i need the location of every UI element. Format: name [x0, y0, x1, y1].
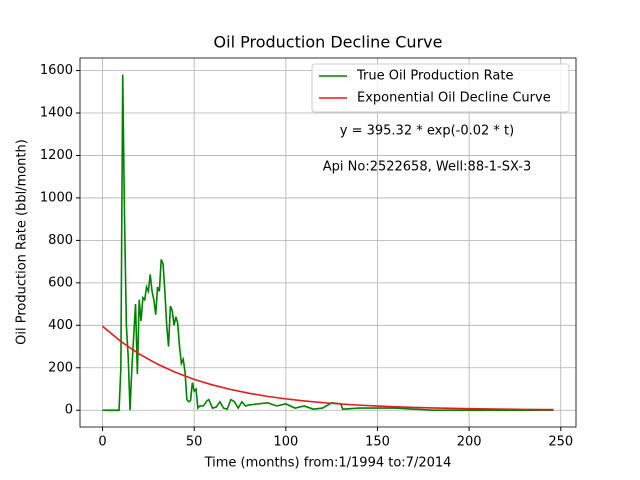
y-tick-label: 1600: [40, 63, 73, 78]
x-tick-label: 0: [98, 435, 106, 450]
legend-box: [311, 63, 570, 113]
annotation: y = 395.32 * exp(-0.02 * t): [340, 124, 514, 139]
data-line: [102, 74, 554, 412]
x-axis-label: Time (months) from:1/1994 to:7/2014: [204, 456, 452, 471]
annotation: Api No:2522658, Well:88-1-SX-3: [323, 160, 531, 175]
data-line: [102, 325, 554, 411]
y-axis-label: Oil Production Rate (bbl/month): [15, 139, 30, 345]
legend-label: True Oil Production Rate: [356, 69, 513, 84]
plot-frame: [79, 57, 577, 428]
y-tick-label: 800: [48, 233, 73, 248]
x-tick-label: 100: [273, 435, 298, 450]
y-tick-label: 400: [48, 318, 73, 333]
y-tick-label: 1400: [40, 105, 73, 120]
chart-title: Oil Production Decline Curve: [214, 33, 443, 52]
y-tick-label: 200: [48, 360, 73, 375]
x-tick-label: 150: [365, 435, 390, 450]
y-tick-label: 1000: [40, 190, 73, 205]
y-tick-label: 0: [65, 403, 73, 418]
y-tick-label: 1200: [40, 148, 73, 163]
x-tick-label: 50: [186, 435, 203, 450]
x-tick-label: 250: [548, 435, 573, 450]
x-tick-label: 200: [457, 435, 482, 450]
legend-label: Exponential Oil Decline Curve: [357, 91, 551, 106]
y-tick-label: 600: [48, 275, 73, 290]
